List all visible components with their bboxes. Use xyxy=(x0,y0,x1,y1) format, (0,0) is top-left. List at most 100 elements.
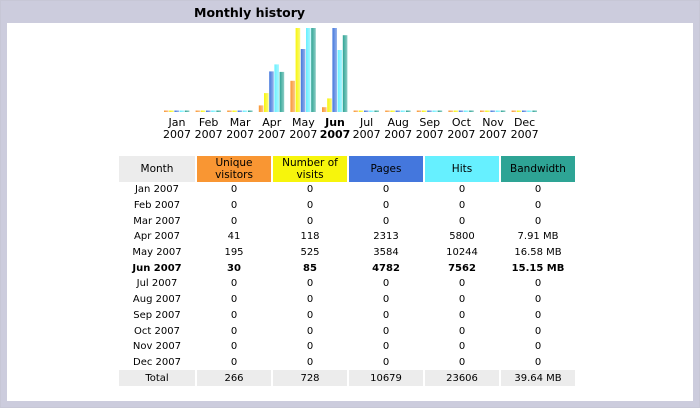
cell-ht: 0 xyxy=(458,278,466,290)
month-label-name: Jun xyxy=(325,116,345,129)
cell-nv: 525 xyxy=(300,247,320,259)
month-label-name: Nov xyxy=(482,116,504,129)
cell-ht: 0 xyxy=(458,341,466,353)
cell-month: Aug 2007 xyxy=(132,294,182,306)
month-label-year: 2007 xyxy=(479,128,507,141)
cell-month: Dec 2007 xyxy=(133,356,181,368)
total-month: Total xyxy=(119,370,195,386)
table-row: Sep 2007 0 0 0 0 0 xyxy=(119,308,575,324)
cell-month: Nov 2007 xyxy=(132,341,182,353)
cell-uv: 0 xyxy=(230,325,238,337)
month-label-jan: Jan 2007 xyxy=(161,117,193,141)
month-label-year: 2007 xyxy=(319,128,351,141)
bar-uv-jan xyxy=(164,110,169,112)
cell-uv: 41 xyxy=(227,231,241,243)
cell-month: May 2007 xyxy=(132,247,182,259)
bar-uv-may xyxy=(290,80,295,112)
bar-ht-apr xyxy=(274,64,279,112)
cell-nv: 0 xyxy=(306,215,314,227)
table-row: May 2007 195 525 3584 10244 16.58 MB xyxy=(119,245,575,261)
bar-bw-dec xyxy=(532,110,537,112)
bar-pg-may xyxy=(300,49,306,112)
cell-nv: 0 xyxy=(306,294,314,306)
table-row: Aug 2007 0 0 0 0 0 xyxy=(119,292,575,308)
cell-pg: 3584 xyxy=(373,247,399,259)
cell-pg: 4782 xyxy=(372,262,400,274)
col-header-bandwidth: Bandwidth xyxy=(501,156,575,182)
bar-nv-jul xyxy=(358,110,364,112)
month-label-year: 2007 xyxy=(194,128,223,141)
bar-bw-may xyxy=(311,28,316,112)
cell-pg: 0 xyxy=(382,341,390,353)
bar-uv-jun xyxy=(322,107,327,112)
month-label-feb: Feb 2007 xyxy=(193,117,225,141)
bar-ht-sep xyxy=(432,110,437,112)
bar-bw-sep xyxy=(437,110,443,112)
cell-bw: 7.91 MB xyxy=(517,231,559,243)
month-label-name: Aug xyxy=(387,116,409,129)
table-total-row: Total 266 728 10679 23606 39.64 MB xyxy=(119,370,575,386)
month-label-name: Oct xyxy=(451,116,471,129)
bar-uv-apr xyxy=(258,105,264,112)
cell-pg: 0 xyxy=(382,356,390,368)
bar-pg-mar xyxy=(237,110,243,112)
bar-ht-dec xyxy=(527,110,532,112)
cell-uv: 0 xyxy=(230,184,238,196)
total-nv: 728 xyxy=(273,370,347,386)
bar-ht-oct xyxy=(464,110,469,112)
month-label-sep: Sep 2007 xyxy=(414,117,446,141)
bar-uv-aug xyxy=(385,110,390,112)
col-header-pages: Pages xyxy=(349,156,423,182)
month-label-jul: Jul 2007 xyxy=(351,117,383,141)
bar-uv-jul xyxy=(353,110,359,112)
month-label-year: 2007 xyxy=(352,128,381,141)
bar-nv-oct xyxy=(453,110,459,112)
total-pg: 10679 xyxy=(349,370,423,386)
cell-ht: 5800 xyxy=(449,231,475,243)
cell-bw: 0 xyxy=(534,294,542,306)
table-row: Jun 2007 30 85 4782 7562 15.15 MB xyxy=(119,260,575,276)
bar-pg-jul xyxy=(364,110,369,112)
bar-nv-feb xyxy=(200,110,206,112)
monthly-stats-table: Month Unique visitors Number of visits P… xyxy=(117,156,577,386)
col-header-number-of-visits: Number of visits xyxy=(273,156,347,182)
month-label-name: Feb xyxy=(198,116,219,129)
bar-ht-nov xyxy=(495,110,501,112)
table-header-row: Month Unique visitors Number of visits P… xyxy=(119,156,575,182)
bar-pg-feb xyxy=(206,110,211,112)
bar-bw-jun xyxy=(342,35,348,113)
bar-nv-mar xyxy=(232,110,237,112)
table-row: Apr 2007 41 118 2313 5800 7.91 MB xyxy=(119,229,575,245)
bar-ht-feb xyxy=(211,110,216,112)
cell-uv: 195 xyxy=(224,247,244,259)
total-uv: 266 xyxy=(197,370,271,386)
bar-ht-jul xyxy=(369,110,374,112)
cell-ht: 10244 xyxy=(446,247,478,259)
cell-pg: 0 xyxy=(382,309,390,321)
bar-ht-jan xyxy=(179,110,185,112)
bar-uv-nov xyxy=(480,110,485,112)
month-label-oct: Oct 2007 xyxy=(445,117,477,141)
month-label-dec: Dec 2007 xyxy=(509,117,541,141)
month-label-name: Jul xyxy=(359,116,374,129)
content-panel: Jan 2007 Feb 2007 Mar 2007 Apr 2007 May 2007 Jun 20… xyxy=(7,23,693,401)
cell-uv: 0 xyxy=(230,215,238,227)
bar-ht-aug xyxy=(400,110,406,112)
bar-pg-oct xyxy=(458,110,464,112)
cell-month: Sep 2007 xyxy=(133,309,181,321)
cell-pg: 0 xyxy=(382,294,390,306)
bar-pg-apr xyxy=(269,71,274,112)
bar-bw-jan xyxy=(184,110,190,112)
bar-pg-nov xyxy=(490,110,495,112)
table-row: Oct 2007 0 0 0 0 0 xyxy=(119,323,575,339)
cell-bw: 0 xyxy=(534,356,542,368)
cell-nv: 0 xyxy=(306,200,314,212)
cell-ht: 7562 xyxy=(448,262,476,274)
cell-uv: 0 xyxy=(230,294,238,306)
bar-nv-dec xyxy=(516,110,522,112)
bar-pg-jun xyxy=(332,28,337,112)
cell-nv: 0 xyxy=(306,184,314,196)
cell-pg: 0 xyxy=(382,215,390,227)
table-row: Mar 2007 0 0 0 0 0 xyxy=(119,213,575,229)
